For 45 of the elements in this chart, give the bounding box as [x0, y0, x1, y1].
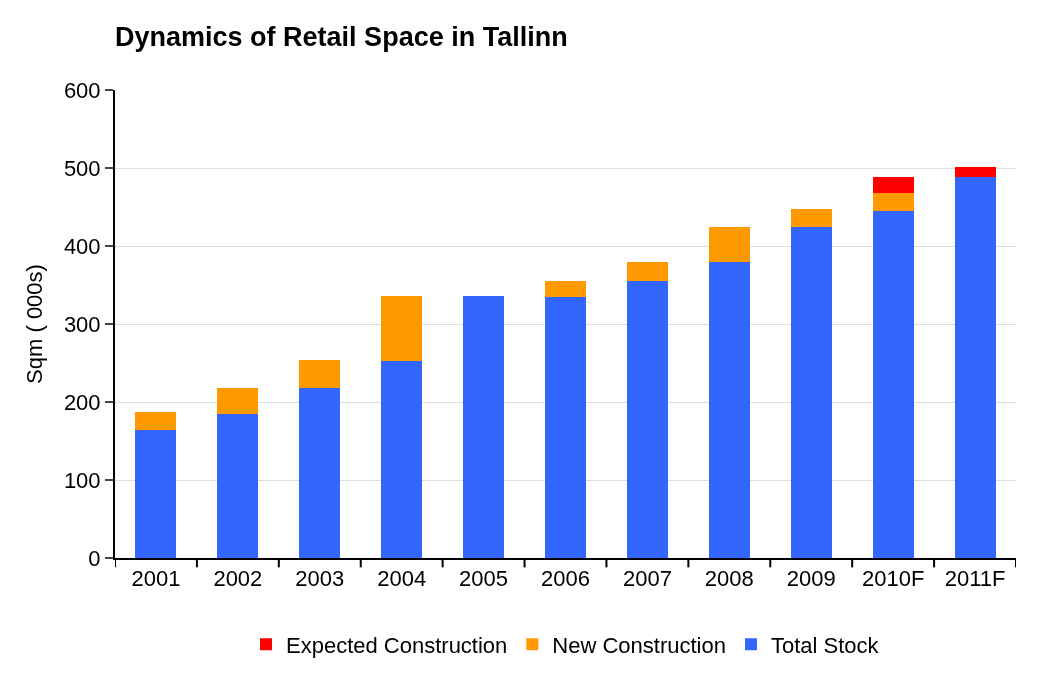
y-tick-label: 100 [63, 467, 101, 493]
bar [790, 209, 832, 228]
y-tick-label: 0 [88, 545, 101, 571]
bar [135, 412, 177, 431]
x-tick-label: 2002 [213, 566, 263, 592]
y-tick-label: 200 [63, 389, 101, 415]
bar [626, 261, 668, 282]
bar [381, 360, 423, 558]
x-tick-label: 2008 [704, 566, 754, 592]
y-tick-label: 300 [63, 311, 101, 337]
x-tick-label: 2007 [622, 566, 672, 592]
x-tick-label: 2006 [541, 566, 590, 592]
bar [217, 413, 259, 558]
bar [545, 281, 586, 297]
x-tick-label: 2005 [459, 566, 509, 592]
x-tick-label: 2009 [786, 566, 836, 592]
y-tick-label: 400 [63, 233, 101, 259]
bar [299, 359, 341, 388]
bar [954, 176, 996, 558]
bar [954, 167, 996, 177]
y-axis-title: Sqm ( 000s) [22, 264, 48, 384]
bar [708, 227, 750, 262]
bar [217, 387, 259, 414]
bar [708, 261, 750, 558]
bar [299, 387, 341, 558]
legend-label: Total Stock [770, 632, 880, 658]
legend-label: New Construction [552, 632, 726, 658]
bar [381, 295, 423, 361]
legend-label: Expected Construction [286, 632, 508, 658]
x-tick-label: 2001 [131, 566, 181, 592]
x-tick-label: 2004 [377, 566, 427, 592]
y-tick-label: 500 [63, 155, 101, 181]
bar [626, 281, 668, 558]
y-tick-label: 600 [63, 77, 101, 103]
bar [135, 430, 177, 558]
bar [790, 227, 832, 558]
x-tick-label: 2011F [944, 566, 1006, 592]
x-tick-label: 2010F [861, 566, 925, 592]
chart-title: Dynamics of Retail Space in Tallinn [115, 22, 568, 53]
bar [872, 192, 914, 211]
bar [545, 296, 586, 558]
x-tick-label: 2003 [295, 566, 345, 592]
bar [872, 210, 914, 558]
bar [463, 295, 505, 558]
bar [872, 176, 914, 193]
